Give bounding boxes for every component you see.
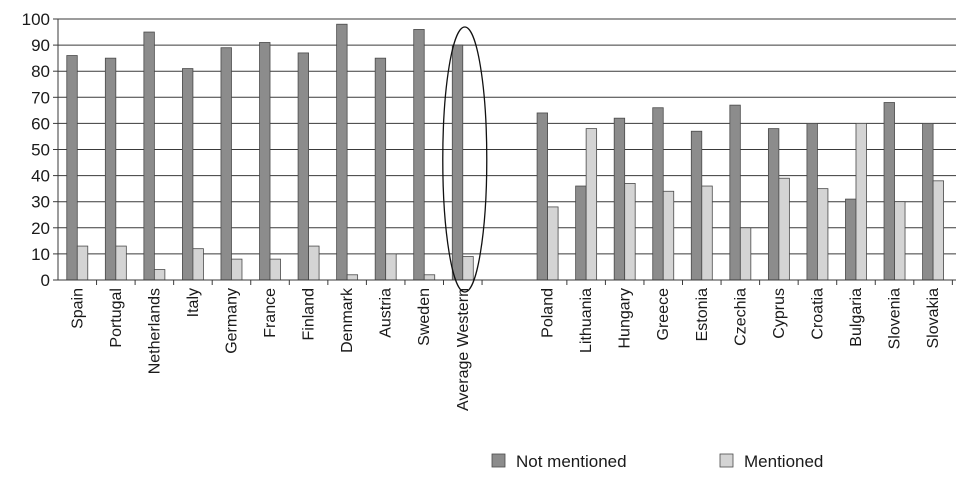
y-tick-label-40: 40 (31, 167, 50, 186)
bar-not-mentioned-hungary (613, 117, 626, 281)
bar-not-mentioned-poland (536, 112, 548, 281)
category-label-poland: Poland (540, 288, 557, 338)
category-label-sweden: Sweden (416, 288, 433, 346)
category-label-slovenia: Slovenia (887, 288, 904, 349)
bar-mentioned-croatia (817, 188, 829, 281)
bar-mentioned-france (269, 258, 281, 281)
bar-mentioned-denmark (346, 274, 359, 281)
y-tick-label-20: 20 (31, 219, 50, 238)
bar-mentioned-slovenia (894, 201, 906, 281)
category-label-finland: Finland (301, 288, 318, 340)
bar-mentioned-czechia (739, 227, 752, 281)
category-label-slovakia: Slovakia (925, 288, 942, 349)
bar-mentioned-germany (231, 258, 243, 281)
category-label-estonia: Estonia (694, 288, 711, 341)
highlight-ellipses (442, 26, 488, 293)
category-label-lithuania: Lithuania (578, 288, 595, 353)
bar-mentioned-sweden (423, 274, 436, 281)
bar-not-mentioned-slovenia (883, 102, 895, 281)
y-tick-label-90: 90 (31, 36, 50, 55)
bar-not-mentioned-sweden (413, 29, 425, 281)
bar-not-mentioned-average-western (451, 44, 464, 281)
category-label-bulgaria: Bulgaria (848, 288, 865, 347)
bar-mentioned-italy (192, 248, 204, 281)
y-tick-label-10: 10 (31, 245, 50, 264)
bar-not-mentioned-france (259, 42, 271, 281)
category-label-netherlands: Netherlands (146, 288, 163, 374)
bar-mentioned-hungary (624, 183, 636, 281)
bar-not-mentioned-spain (66, 55, 78, 281)
y-tick-label-50: 50 (31, 141, 50, 160)
category-label-average-western: Average Western (455, 288, 472, 411)
axes (53, 18, 956, 285)
category-label-germany: Germany (223, 288, 240, 354)
category-label-denmark: Denmark (339, 287, 356, 353)
category-label-cyprus: Cyprus (771, 288, 788, 339)
bar-not-mentioned-slovakia (922, 123, 934, 281)
legend-swatch-not-mentioned (491, 453, 506, 468)
bar-not-mentioned-cyprus (767, 128, 780, 281)
y-tick-label-60: 60 (31, 114, 50, 133)
bar-mentioned-spain (76, 245, 89, 281)
bar-mentioned-slovakia (932, 180, 944, 281)
category-label-italy: Italy (185, 288, 202, 317)
y-tick-label-100: 100 (22, 10, 50, 29)
category-label-portugal: Portugal (108, 288, 125, 348)
category-labels: Spain Portugal Netherlands Italy Germany Fran… (69, 287, 942, 411)
legend-swatch-mentioned (719, 453, 734, 468)
bar-not-mentioned-portugal (104, 57, 117, 281)
bar-not-mentioned-austria (374, 57, 387, 281)
bar-not-mentioned-italy (182, 68, 194, 281)
bar-mentioned-average-western (462, 256, 474, 281)
bar-mentioned-cyprus (778, 177, 790, 281)
y-tick-label-30: 30 (31, 193, 50, 212)
bar-mentioned-bulgaria (855, 123, 867, 281)
category-label-austria: Austria (378, 288, 395, 338)
bar-not-mentioned-netherlands (143, 31, 155, 281)
bar-not-mentioned-greece (652, 107, 664, 281)
bar-not-mentioned-czechia (729, 104, 741, 281)
legend-label-mentioned: Mentioned (744, 452, 823, 471)
bar-mentioned-portugal (115, 245, 127, 281)
bar-mentioned-estonia (701, 185, 713, 281)
category-label-croatia: Croatia (809, 288, 826, 340)
bar-not-mentioned-lithuania (575, 185, 587, 281)
bar-mentioned-lithuania (585, 128, 598, 281)
y-tick-label-70: 70 (31, 88, 50, 107)
y-tick-label-0: 0 (41, 271, 50, 290)
bar-mentioned-poland (547, 206, 559, 281)
bar-mentioned-netherlands (153, 269, 166, 281)
bar-mentioned-finland (308, 245, 320, 281)
category-label-france: France (262, 288, 279, 338)
y-tick-label-80: 80 (31, 62, 50, 81)
bar-mentioned-greece (662, 190, 675, 281)
category-label-greece: Greece (655, 288, 672, 341)
bar-not-mentioned-finland (297, 52, 309, 281)
bar-not-mentioned-croatia (806, 123, 818, 281)
category-label-spain: Spain (69, 288, 86, 329)
bars (66, 23, 944, 281)
bar-not-mentioned-germany (220, 47, 232, 281)
bar-not-mentioned-denmark (336, 23, 348, 281)
category-label-hungary: Hungary (617, 288, 634, 348)
bar-not-mentioned-bulgaria (845, 198, 857, 281)
gridlines (58, 18, 956, 281)
bar-not-mentioned-estonia (690, 130, 703, 281)
highlight-ellipse-average-western (442, 26, 488, 293)
category-label-czechia: Czechia (732, 288, 749, 346)
legend-label-not-mentioned: Not mentioned (516, 452, 627, 471)
legend: Not mentioned Mentioned (491, 452, 823, 471)
y-tick-labels: 0 10 20 30 40 50 60 70 80 90 100 (22, 10, 50, 290)
bar-mentioned-austria (385, 253, 397, 281)
